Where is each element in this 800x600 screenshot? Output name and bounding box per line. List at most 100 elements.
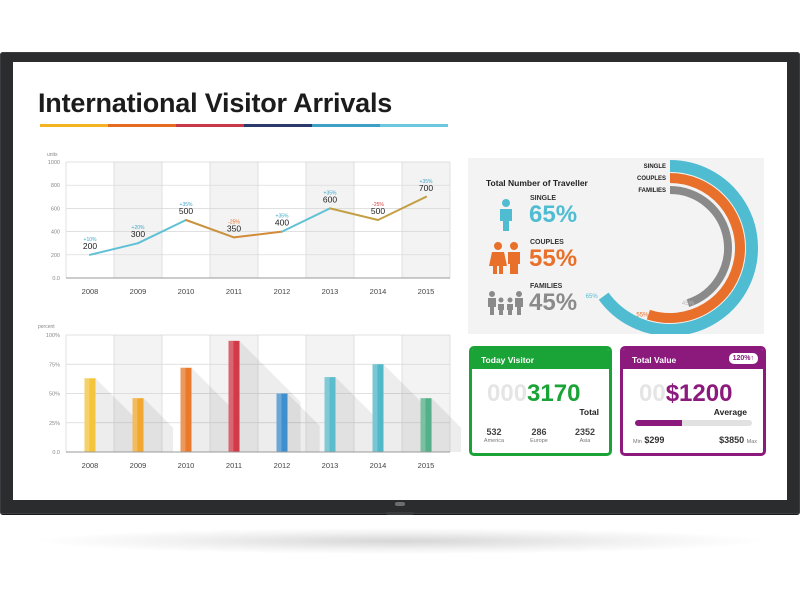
y-tick-label: 400 <box>51 230 60 236</box>
growth-badge: 120%↑ <box>728 353 758 364</box>
line-chart: 0.02004006008001000units200+10%2008300+2… <box>47 152 451 296</box>
bar <box>84 378 96 452</box>
x-tick-label: 2009 <box>130 461 147 470</box>
total-value-number: 00$1200 <box>639 382 732 406</box>
x-tick-label: 2010 <box>178 461 195 470</box>
line-segment <box>377 195 427 221</box>
couple-icon <box>489 242 520 274</box>
range-max-value: $3850 <box>719 435 745 445</box>
x-tick-label: 2011 <box>226 461 242 470</box>
today-visitor-number: 0003170 <box>487 382 580 406</box>
y-tick-label: 0.0 <box>52 450 60 456</box>
y-tick-label: 25% <box>49 421 60 427</box>
data-point <box>233 236 235 239</box>
stat-america-value: 532 <box>486 427 502 437</box>
total-value-header: Total Value 120%↑ <box>623 349 763 369</box>
bar <box>420 398 432 452</box>
x-tick-label: 2015 <box>418 461 435 470</box>
donut-arc <box>598 160 758 334</box>
bar-highlight <box>276 393 282 452</box>
y-tick-label: 200 <box>51 253 60 259</box>
range-min-label: Min <box>633 439 642 445</box>
y-axis-label: units <box>47 152 58 158</box>
range-max-label: Max <box>746 439 757 445</box>
plot-band <box>210 162 258 278</box>
plot-band <box>114 162 162 278</box>
bar-highlight <box>372 364 378 452</box>
single-person-icon <box>500 199 512 231</box>
y-tick-label: 50% <box>49 392 60 398</box>
x-tick-label: 2012 <box>274 287 291 296</box>
data-point <box>281 230 283 233</box>
monitor-stand <box>386 512 414 515</box>
data-label: 500 <box>371 206 385 216</box>
monitor-shadow <box>40 528 760 554</box>
dashboard-screen: International Visitor Arrivals 0.0 200 400… <box>13 62 787 500</box>
donut-series-label: SINGLE <box>644 164 666 170</box>
change-annotation: -25% <box>228 219 240 225</box>
data-label: 350 <box>227 223 241 233</box>
data-label: 700 <box>419 183 433 193</box>
bar <box>276 393 288 452</box>
title-underline-segment <box>312 124 380 127</box>
donut-series-label: COUPLES <box>637 176 666 182</box>
single-percent: 65% <box>529 201 578 228</box>
y-tick-label: 75% <box>49 362 60 368</box>
bar-shadow <box>431 398 462 452</box>
total-value-title: Total Value <box>632 355 677 365</box>
traveller-title: Total Number of Traveller <box>486 178 588 188</box>
line-segment <box>185 219 235 239</box>
data-label: 200 <box>83 241 97 251</box>
bar <box>180 367 192 452</box>
range-min-value: $299 <box>644 435 665 445</box>
y-tick-label: 0.0 <box>52 276 60 282</box>
title-underline-segment <box>108 124 176 127</box>
total-value-card: Total Value 120%↑ 00$1200 Average Min $2… <box>620 346 766 456</box>
y-tick-label: 600 <box>51 206 60 212</box>
total-value-number-value: $1200 <box>665 380 733 407</box>
data-label: 600 <box>323 194 337 204</box>
bar-shadow <box>191 367 238 452</box>
range-max: $3850 Max <box>719 435 757 445</box>
bar-shadow <box>335 377 377 452</box>
y-tick-label: 100% <box>46 333 60 339</box>
line-segment <box>233 230 283 239</box>
couples-percent: 55% <box>529 245 578 272</box>
stat-europe-value: 286 <box>531 427 547 437</box>
title-underline-segment <box>380 124 448 127</box>
title-underline <box>40 124 448 127</box>
stat-asia-value: 2352 <box>574 427 596 437</box>
today-visitor-total-label: Total <box>579 407 599 417</box>
traveller-panel: Total Number of Traveller SINGLE 65% COU… <box>468 158 764 334</box>
line-segment <box>329 207 379 221</box>
line-segment <box>137 219 187 245</box>
bar-highlight <box>420 398 426 452</box>
data-label: 500 <box>179 206 193 216</box>
change-annotation: +35% <box>276 214 289 220</box>
change-annotation: +35% <box>324 190 337 196</box>
x-tick-label: 2013 <box>322 461 339 470</box>
bar-highlight <box>132 398 138 452</box>
brand-logo <box>395 502 405 506</box>
donut-value-label: 45% <box>682 301 695 307</box>
x-tick-label: 2012 <box>274 461 291 470</box>
stat-europe-label: Europe <box>530 438 548 444</box>
x-tick-label: 2009 <box>130 287 147 296</box>
family-icon <box>488 291 523 315</box>
x-tick-label: 2014 <box>370 287 387 296</box>
donut-value-label: 55% <box>636 313 649 319</box>
change-annotation: +35% <box>180 202 193 208</box>
bar-shadow <box>383 364 432 452</box>
title-underline-segment <box>244 124 312 127</box>
stat-asia-label: Asia <box>579 438 591 444</box>
y-tick-label: 800 <box>51 183 60 189</box>
line-segment <box>281 207 331 233</box>
change-annotation: +10% <box>84 237 97 243</box>
data-point <box>377 219 379 221</box>
today-visitor-number-padding: 000 <box>487 380 528 407</box>
value-range-fill <box>635 420 682 426</box>
bar-chart: 0.0 25% 50% 75% 100% percent 2008 2009 2010 2011 2… <box>38 324 462 470</box>
title-underline-segment <box>176 124 244 127</box>
change-annotation: +35% <box>420 179 433 185</box>
today-visitor-header: Today Visitor <box>472 349 609 369</box>
